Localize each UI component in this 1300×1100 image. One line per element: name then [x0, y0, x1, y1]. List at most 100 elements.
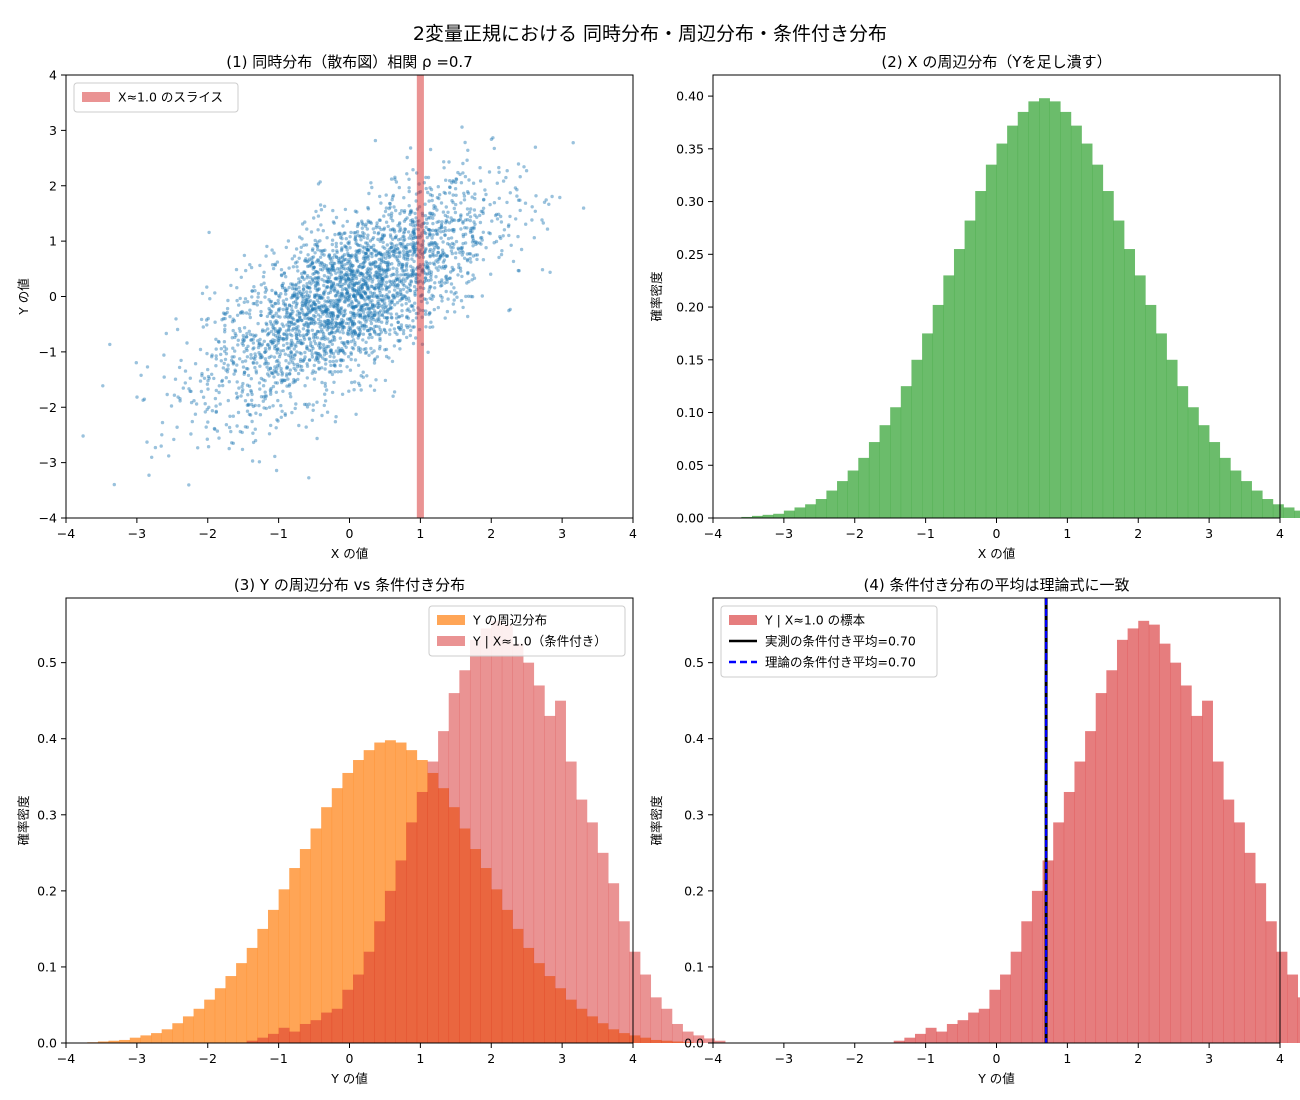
scatter-point [234, 391, 239, 395]
scatter-point [271, 323, 275, 327]
scatter-point [253, 427, 257, 431]
scatter-point [297, 281, 301, 285]
scatter-point [303, 303, 307, 308]
scatter-point [326, 323, 330, 327]
legend-box [73, 82, 239, 113]
scatter-point [322, 204, 327, 208]
scatter-point [336, 326, 341, 330]
scatter-point [366, 255, 370, 259]
scatter-point [357, 308, 361, 313]
scatter-point [317, 275, 321, 279]
scatter-point [410, 268, 414, 273]
scatter-point [231, 441, 235, 445]
scatter-point [450, 251, 454, 256]
scatter-point [392, 390, 397, 394]
scatter-point [238, 311, 243, 315]
scatter-point [357, 320, 361, 324]
scatter-point [497, 255, 501, 260]
scatter-point [347, 272, 351, 277]
scatter-point [303, 300, 308, 305]
scatter-point [279, 369, 283, 373]
scatter-point [363, 291, 368, 296]
scatter-point [433, 241, 437, 245]
scatter-point [313, 358, 318, 362]
x-tick-label: 0 [993, 1051, 1001, 1066]
scatter-point [295, 301, 299, 306]
scatter-point [373, 287, 377, 291]
scatter-point [314, 270, 318, 274]
scatter-point [401, 263, 405, 267]
scatter-point [392, 272, 396, 277]
scatter-point [435, 232, 440, 236]
scatter-point [385, 293, 389, 297]
scatter-point [377, 225, 381, 230]
scatter-point [354, 270, 359, 274]
scatter-point [289, 315, 293, 320]
scatter-point [307, 336, 311, 340]
scatter-point [293, 380, 297, 384]
scatter-point [341, 314, 346, 318]
scatter-point [330, 318, 334, 322]
scatter-point [362, 323, 366, 327]
scatter-point [275, 347, 280, 352]
scatter-point [435, 195, 440, 200]
scatter-point [411, 224, 415, 228]
scatter-point [222, 345, 227, 349]
scatter-point [263, 362, 267, 366]
scatter-point [499, 252, 504, 257]
scatter-point [240, 341, 244, 346]
scatter-point [287, 314, 292, 319]
scatter-point [231, 360, 235, 364]
scatter-point [364, 320, 368, 324]
conditional-bar [914, 1033, 926, 1043]
scatter-point [319, 319, 323, 324]
scatter-point [345, 248, 349, 252]
scatter-point [401, 273, 406, 277]
scatter-point [366, 328, 370, 333]
scatter-point [357, 248, 361, 253]
scatter-point [325, 236, 329, 240]
scatter-point [338, 260, 342, 264]
scatter-point [428, 147, 433, 152]
scatter-point [310, 307, 315, 311]
chart-title: (1) 同時分布（散布図）相関 ρ =0.7 [226, 53, 473, 71]
scatter-point [353, 305, 357, 309]
scatter-point [266, 343, 270, 347]
scatter-point [388, 205, 392, 209]
scatter-point [530, 205, 534, 209]
scatter-point [284, 292, 288, 296]
scatter-point [318, 307, 322, 312]
scatter-point [350, 301, 354, 305]
scatter-point [194, 402, 199, 406]
scatter-point [405, 276, 409, 281]
scatter-point [214, 410, 218, 414]
scatter-point [289, 350, 293, 354]
scatter-point [263, 286, 268, 290]
scatter-point [501, 234, 505, 238]
scatter-point [305, 293, 309, 297]
scatter-point [450, 181, 454, 185]
scatter-point [316, 281, 320, 285]
scatter-point [309, 304, 314, 309]
scatter-point [352, 282, 356, 286]
scatter-point [282, 332, 287, 336]
conditional-bar [1095, 693, 1107, 1043]
scatter-point [305, 376, 309, 380]
scatter-point [286, 316, 290, 320]
scatter-point [364, 302, 368, 306]
scatter-point [296, 377, 300, 382]
scatter-point [322, 348, 326, 352]
scatter-point [311, 346, 315, 351]
scatter-point [451, 302, 455, 306]
y-tick-label: 0.10 [676, 405, 704, 420]
scatter-point [298, 315, 302, 319]
conditional-bar [682, 1031, 694, 1043]
y-axis-label: Y の値 [16, 278, 31, 316]
scatter-point [350, 322, 355, 327]
scatter-point [258, 263, 262, 268]
scatter-point [267, 331, 271, 335]
scatter-point [432, 254, 436, 258]
scatter-point [426, 216, 431, 220]
scatter-point [374, 283, 378, 287]
scatter-point [242, 253, 247, 258]
